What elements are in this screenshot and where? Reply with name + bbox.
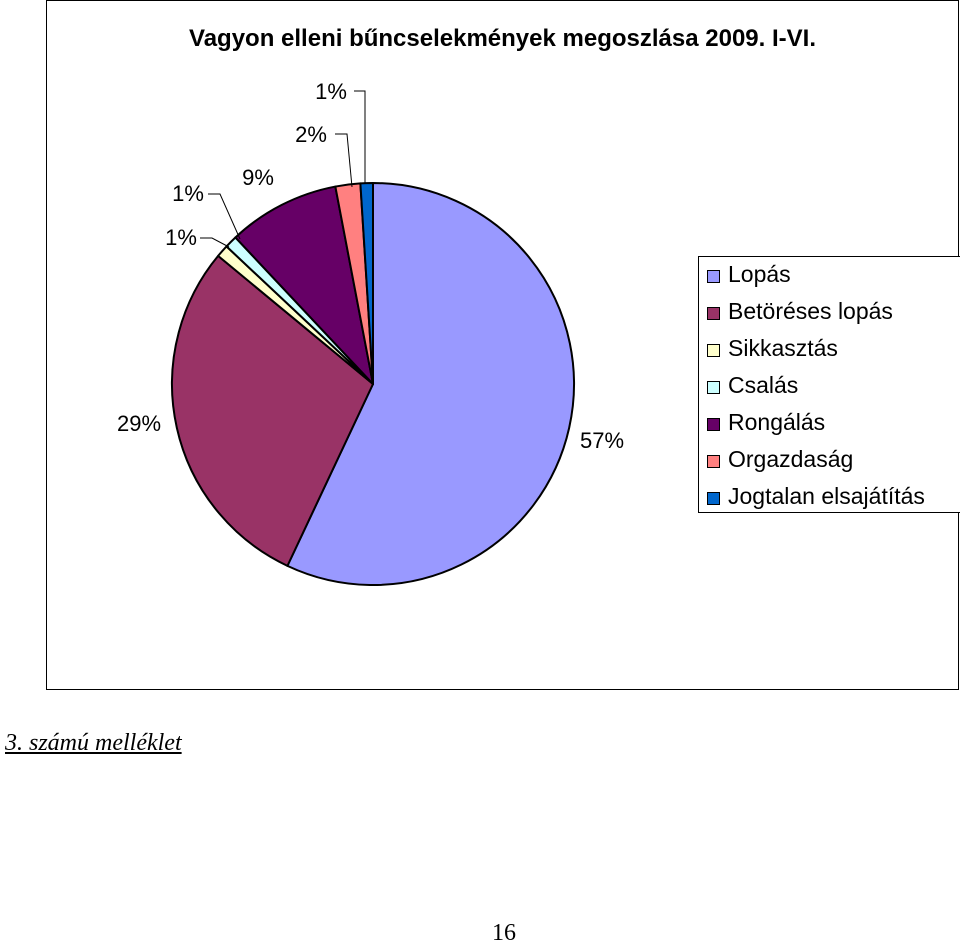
slice-labels: 57% 29% 1% 1% 9% 2% 1% bbox=[117, 79, 624, 453]
legend-item: Betöréses lopás bbox=[699, 298, 960, 335]
legend-label: Jogtalan elsajátítás bbox=[728, 483, 925, 509]
legend-swatch bbox=[707, 307, 720, 320]
legend: Lopás Betöréses lopás Sikkasztás Csalás Rong… bbox=[698, 256, 960, 513]
legend-swatch bbox=[707, 418, 720, 431]
legend-item: Lopás bbox=[699, 261, 960, 298]
legend-swatch bbox=[707, 270, 720, 283]
legend-item: Rongálás bbox=[699, 409, 960, 446]
pie-slices bbox=[171, 182, 575, 586]
legend-label: Sikkasztás bbox=[728, 335, 838, 361]
leader-line-4 bbox=[208, 193, 241, 240]
slice-label-7: 1% bbox=[315, 79, 347, 104]
legend-swatch bbox=[707, 381, 720, 394]
legend-label: Lopás bbox=[728, 261, 791, 287]
legend-item: Sikkasztás bbox=[699, 335, 960, 372]
legend-swatch bbox=[707, 492, 720, 505]
slice-label-3: 1% bbox=[165, 225, 197, 250]
legend-item: Orgazdaság bbox=[699, 446, 960, 483]
pie-slice-7 bbox=[359, 182, 374, 385]
legend-item: Csalás bbox=[699, 372, 960, 409]
leader-line-6 bbox=[335, 133, 353, 188]
pie-chart: 57% 29% 1% 1% 9% 2% 1% bbox=[117, 79, 624, 586]
chart-title: Vagyon elleni bűncselekmények megoszlása… bbox=[189, 25, 816, 52]
page-number: 16 bbox=[492, 920, 516, 946]
slice-label-1: 57% bbox=[580, 428, 624, 453]
pie-slice-2 bbox=[171, 254, 374, 567]
slice-label-2: 29% bbox=[117, 411, 161, 436]
legend-item: Jogtalan elsajátítás bbox=[699, 483, 960, 520]
legend-label: Rongálás bbox=[728, 409, 826, 435]
leader-lines bbox=[200, 90, 366, 248]
appendix-caption: 3. számú melléklet bbox=[5, 730, 182, 756]
leader-line-3 bbox=[200, 237, 230, 248]
slice-label-6: 2% bbox=[295, 122, 327, 147]
legend-label: Orgazdaság bbox=[728, 446, 854, 472]
slice-label-4: 1% bbox=[172, 181, 204, 206]
legend-swatch bbox=[707, 344, 720, 357]
legend-swatch bbox=[707, 455, 720, 468]
slice-label-5: 9% bbox=[242, 165, 274, 190]
leader-line-7 bbox=[354, 90, 366, 183]
pie-slice-1 bbox=[286, 182, 575, 586]
chart-area: Vagyon elleni bűncselekmények megoszlása… bbox=[46, 0, 960, 690]
legend-label: Csalás bbox=[728, 372, 799, 398]
legend-label: Betöréses lopás bbox=[728, 298, 893, 324]
